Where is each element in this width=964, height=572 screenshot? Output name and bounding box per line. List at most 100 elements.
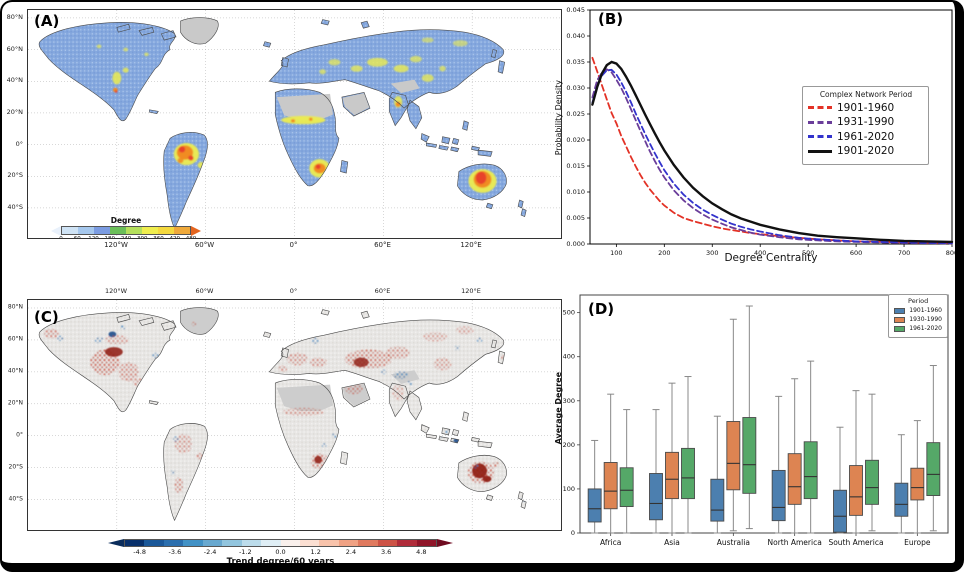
map-blob: [380, 369, 387, 375]
lat-tick-label: 80°N: [6, 12, 23, 21]
legend-item-label: 1961-2020: [837, 130, 895, 143]
y-tick-label: 200: [563, 441, 575, 449]
x-tick-label: 600: [850, 249, 862, 257]
colorbar-segment: [158, 227, 174, 234]
panel-a-degree-map: 80°N 60°N 40°N 20°N 0° 20°S 40°S Degree 0 60 120…: [6, 4, 562, 274]
lat-tick-label: 80°N: [7, 303, 23, 311]
legend-item: 1901-1960: [894, 307, 942, 314]
map-blob: [344, 349, 393, 369]
colorbar-tick-label: 0: [59, 236, 63, 239]
lon-tick-label: 120°E: [460, 241, 482, 249]
map-blob: [395, 101, 401, 107]
colorbar-segment: [319, 540, 339, 546]
trend-colorbar-ticks: -4.8 -3.6 -2.4 -1.2 0.0 1.2 2.4 3.6 4.8: [124, 547, 437, 556]
map-blob: [94, 336, 104, 344]
lat-tick-label: 40°S: [8, 495, 23, 503]
map-blob: [407, 380, 413, 386]
trend-hotspots: [44, 321, 527, 502]
map-blob: [439, 65, 446, 72]
degree-colorbar-ticks: 0 60 120 180 240 300 360 420 480: [59, 235, 196, 239]
map-blob: [144, 52, 149, 57]
y-tick-label: 0.030: [566, 84, 585, 92]
colorbar-segment: [94, 227, 110, 234]
colorbar-segment: [202, 540, 223, 546]
map-blob: [315, 164, 321, 170]
map-blob: [350, 65, 363, 72]
map-blob: [455, 326, 474, 335]
colorbar-segment: [397, 540, 417, 546]
average-degree-boxplot: 0 100 200 300 400 500 Africa Asia Australia North…: [563, 294, 949, 547]
lat-tick-label: 20°N: [6, 107, 23, 116]
map-blob: [310, 337, 320, 344]
map-blob: [482, 475, 492, 483]
panel-c-trend-map: 120°W 60°W 0° 60°E 120°E 80°N 60°N 40°N 20°N 0° 2…: [7, 286, 562, 563]
colorbar-tick-label: 1.2: [310, 548, 321, 556]
panel-b-ylabel: Probability Density: [554, 80, 563, 156]
panel-b-xlabel: Degree Centrality: [724, 252, 818, 264]
box-1930-1990: [787, 453, 802, 505]
map-blob: [492, 461, 500, 468]
map-blob: [460, 436, 466, 442]
map-blob: [104, 347, 123, 357]
y-tick-label: 0: [571, 529, 575, 537]
x-tick-label: 700: [898, 249, 910, 257]
box-1901-1960: [649, 473, 663, 521]
map-blob: [44, 328, 60, 339]
panel-a-label: (A): [34, 12, 60, 30]
map-blob: [393, 64, 409, 73]
y-tick-label: 0.010: [566, 188, 585, 196]
legend-color-chip: [894, 307, 906, 314]
map-blob: [421, 74, 434, 82]
colorbar-tick-label: 2.4: [345, 548, 357, 556]
legend-item-label: 1931-1990: [837, 116, 895, 128]
trend-colorbar: -4.8 -3.6 -2.4 -1.2 0.0 1.2 2.4 3.6 4.8 Trend de…: [108, 539, 453, 563]
lat-tick-label: 20°S: [7, 171, 23, 180]
map-blob: [123, 47, 129, 52]
map-blob: [309, 117, 313, 121]
legend-item: 1930-1990: [894, 316, 942, 323]
box-1961-2020: [619, 467, 634, 508]
box-1961-2020: [926, 442, 941, 496]
colorbar-tick-label: 0.0: [275, 548, 286, 556]
category-label: Europe: [904, 538, 931, 547]
x-tick-label: 200: [658, 249, 670, 257]
colorbar-segment: [174, 227, 190, 234]
map-blob: [309, 357, 328, 368]
map-blob: [170, 470, 176, 475]
map-blob: [188, 155, 194, 161]
map-blob: [353, 357, 369, 368]
colorbar-tick-label: 300: [137, 236, 148, 239]
x-tick-label: 500: [802, 249, 814, 257]
legend-item: 1901-2020: [808, 145, 924, 157]
legend-line-sample: [808, 106, 832, 109]
series-1931-1990: [591, 68, 953, 245]
lat-tick-label: 0°: [16, 431, 23, 439]
map-blob: [393, 371, 409, 380]
legend-color-chip: [894, 316, 906, 323]
y-tick-label: 0.025: [566, 110, 585, 118]
panel-d-legend: Period 1901-1960 1930-1990 1961-2020: [888, 294, 948, 338]
map-blob: [173, 436, 180, 442]
map-blob: [278, 365, 288, 372]
panel-d-ylabel: Average Degree: [554, 372, 563, 445]
colorbar-under-arrow: [108, 539, 124, 547]
box-1930-1990: [910, 467, 925, 501]
lat-tick-label: 60°N: [6, 44, 23, 53]
colorbar-tick-label: -2.4: [203, 548, 217, 556]
colorbar-segment: [78, 227, 94, 234]
map-blob: [433, 357, 452, 371]
box-1901-1960: [894, 482, 909, 517]
box-1930-1990: [665, 451, 679, 500]
legend-line-sample: [808, 120, 832, 124]
colorbar-segment: [142, 227, 158, 234]
box-1901-1960: [833, 489, 847, 533]
lat-tick-label: 20°N: [7, 399, 23, 407]
map-blob: [367, 57, 388, 67]
colorbar-tick-label: 120: [88, 236, 99, 239]
x-tick-label: 100: [610, 249, 622, 257]
colorbar-segment: [261, 540, 281, 546]
legend-item-label: 1901-1960: [909, 307, 942, 314]
colorbar-segment: [125, 540, 145, 546]
map-blob: [287, 352, 308, 366]
